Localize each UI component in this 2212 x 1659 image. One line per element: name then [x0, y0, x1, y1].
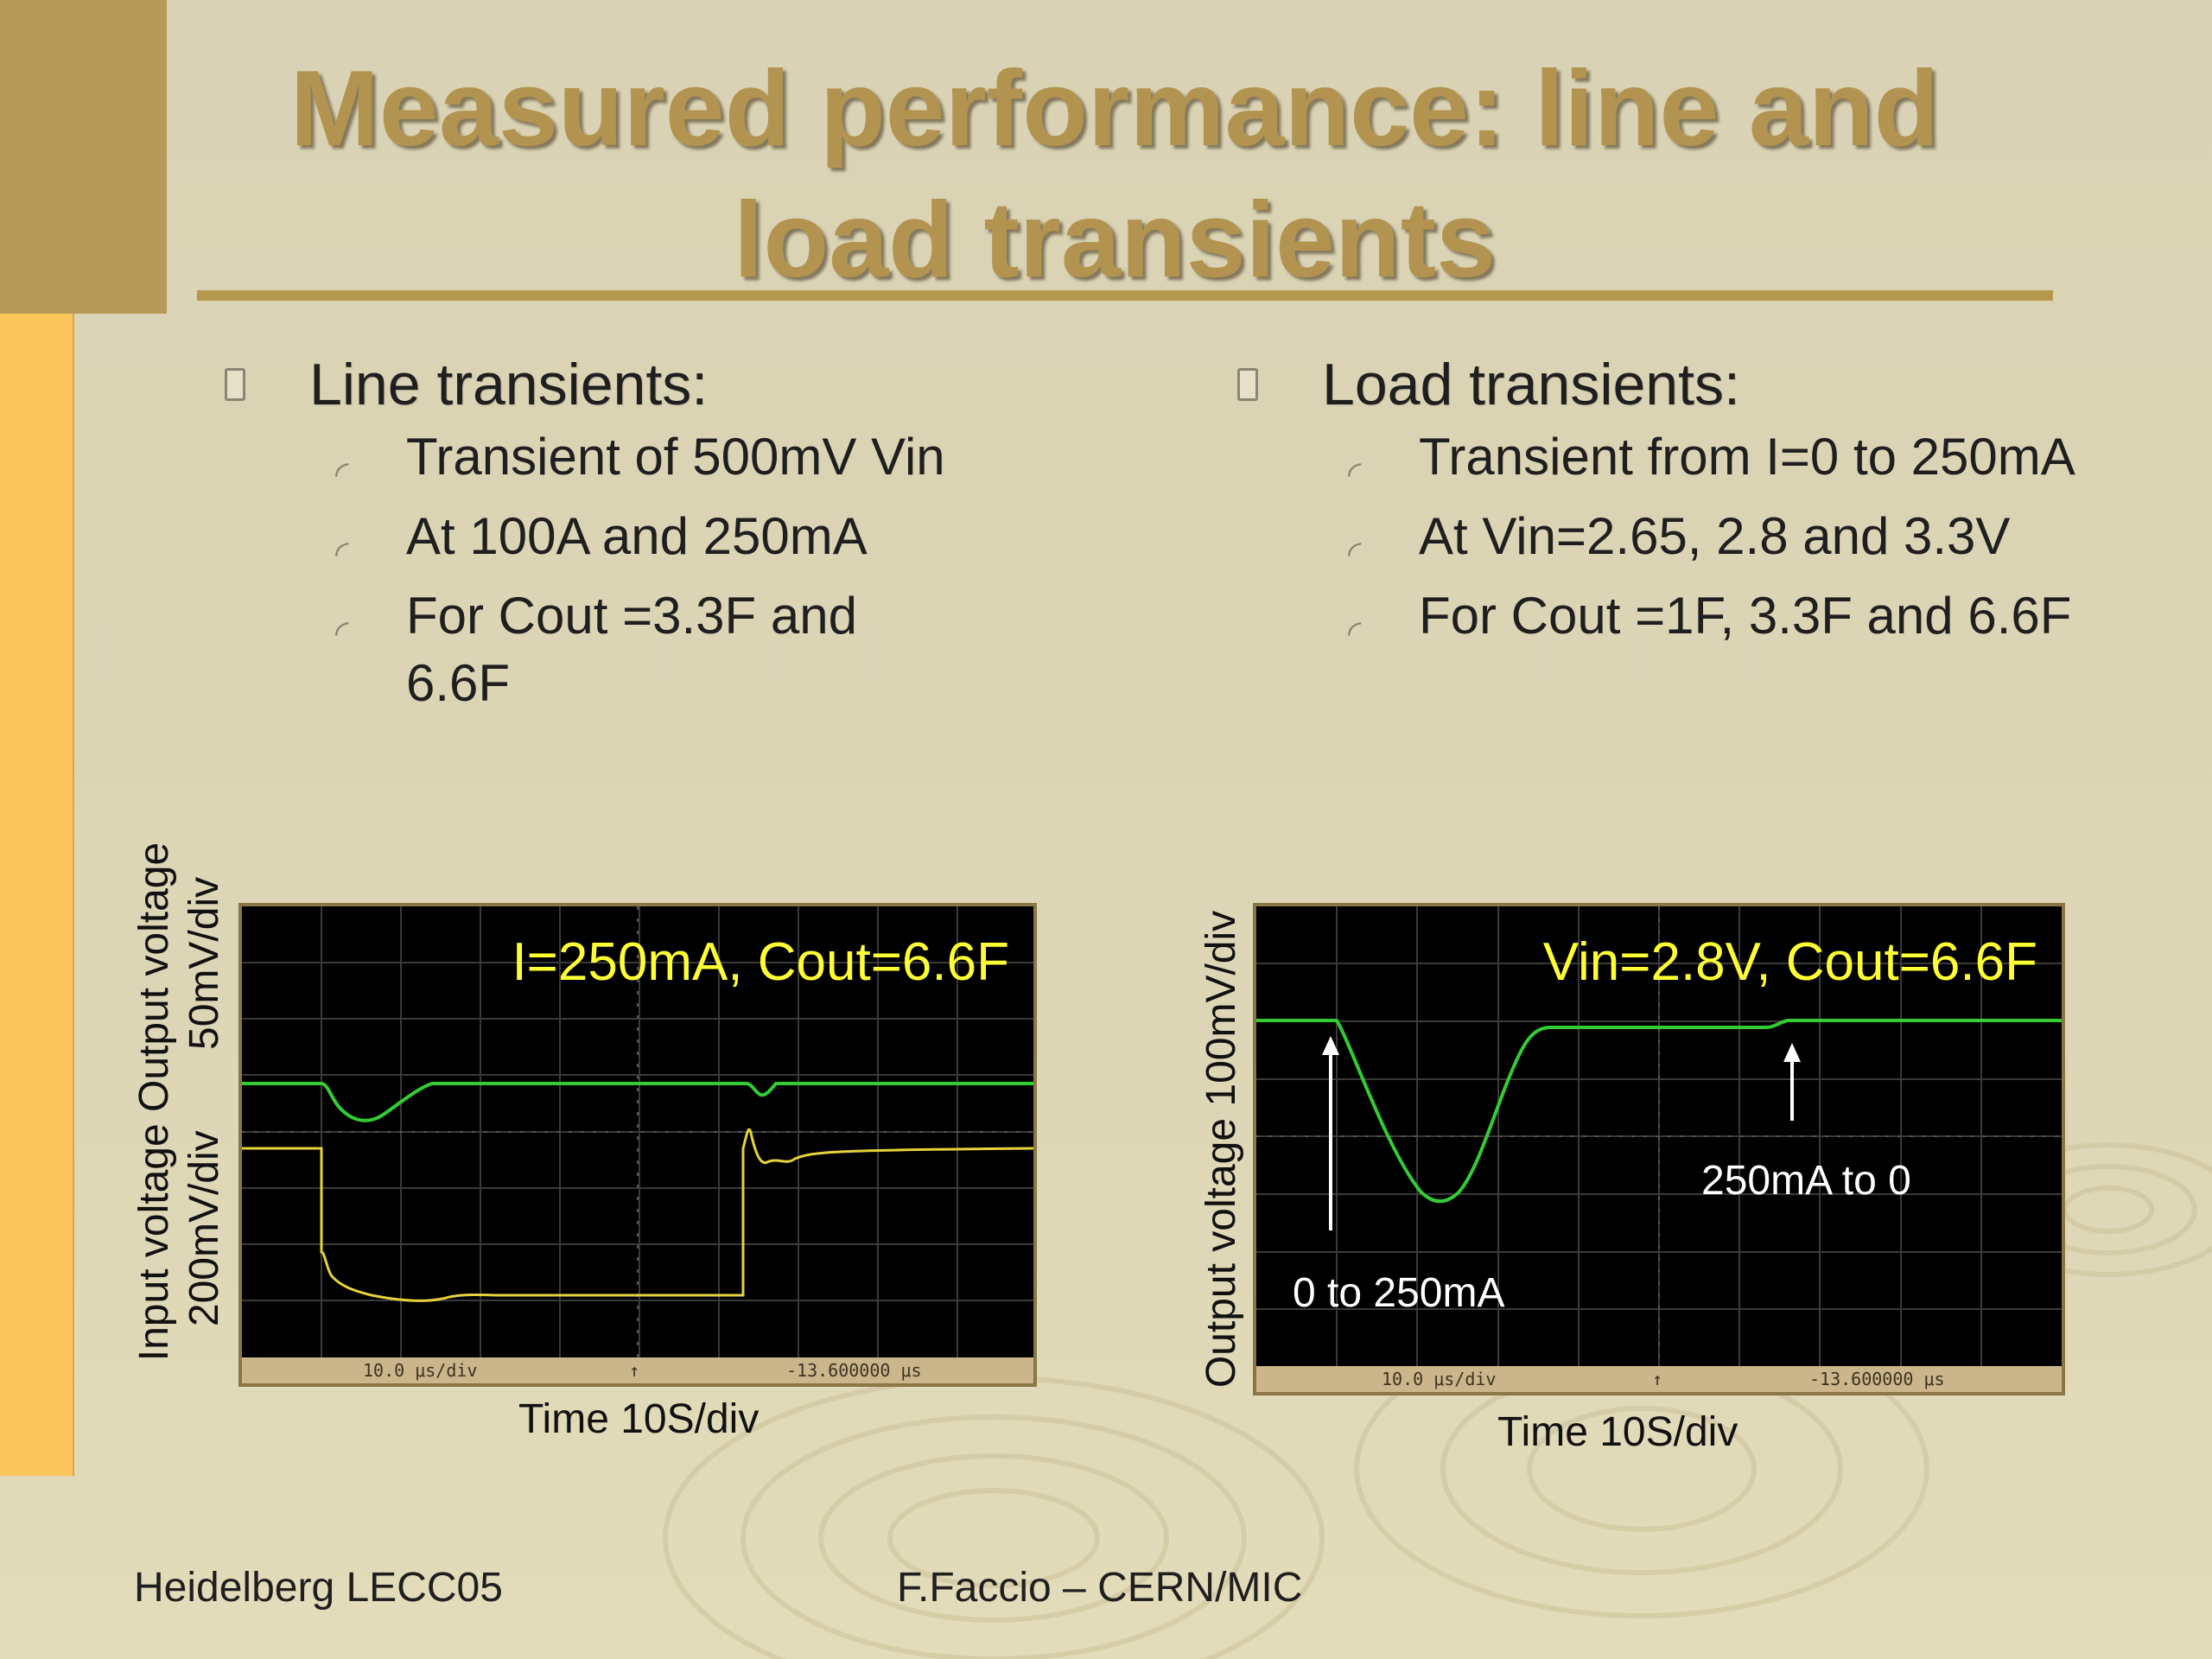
load-step-down-annotation: 250mA to 0 [1701, 1158, 1911, 1204]
slide-title: Measured performance: line and load tran… [190, 43, 2039, 306]
left-oscilloscope-capture: I=250mA, Cout=6.6⁢F 10.0 μs/div ↑ -13.60… [238, 903, 1037, 1387]
bullet-heading: Load transients: [1322, 352, 1740, 417]
bullet-load-transients: Load transients: [1236, 346, 2186, 423]
sub-bullet-item: ◜ At Vin=2.65, 2.8 and 3.3V [1236, 503, 2186, 573]
sub-bullet-list: ◜ Transient from I=0 to 250mA ◜ At Vin=2.6… [1236, 423, 2186, 652]
left-scope-y-label: Input voltage Output voltage 200mV/div 5… [131, 842, 227, 1362]
curl-bullet-icon: ◜ [1348, 455, 1362, 493]
sub-bullet-item: ◜ At 100⁢A and 250mA [223, 503, 1173, 573]
load-step-up-annotation: 0 to 250mA [1293, 1270, 1505, 1316]
left-scope-status-bar: 10.0 μs/div ↑ -13.600000 μs [242, 1357, 1033, 1383]
curl-bullet-icon: ◜ [335, 535, 349, 573]
right-oscilloscope-capture: Vin=2.8V, Cout=6.6⁢F 0 to 250mA 250mA to… [1253, 903, 2065, 1395]
bullet-line-transients: Line transients: [223, 346, 1173, 423]
left-scope-condition-label: I=250mA, Cout=6.6⁢F [512, 932, 1009, 992]
sub-bullet-item: ◜ Transient from I=0 to 250mA [1236, 423, 2186, 493]
right-scope-x-label: Time 10⁢S/div [1497, 1409, 1738, 1455]
square-bullet-icon [225, 368, 245, 401]
side-accent-bar [0, 314, 74, 1476]
square-bullet-icon [1237, 368, 1258, 401]
sub-bullet-list: ◜ Transient of 500mV Vin ◜ At 100⁢A and 25… [223, 423, 1173, 717]
load-transients-column: Load transients: ◜ Transient from I=0 to … [1236, 346, 2186, 662]
bullet-heading: Line transients: [309, 352, 709, 417]
title-line-1: Measured performance: line and [289, 49, 1940, 168]
right-scope-output-trace [1256, 1019, 2062, 1204]
right-scope-status-bar: 10.0 μs/div ↑ -13.600000 μs [1256, 1366, 2062, 1392]
left-scope-output-trace [242, 1082, 1033, 1122]
curl-bullet-icon: ◜ [335, 614, 349, 652]
sub-bullet-item: ◜ For Cout =1⁢F, 3.3⁢F and 6.6⁢F [1236, 582, 2186, 652]
left-scope-traces [242, 906, 1033, 1357]
left-scope-input-trace [242, 1128, 1033, 1302]
curl-bullet-icon: ◜ [1348, 614, 1362, 652]
sub-bullet-item: ◜ Transient of 500mV Vin [223, 423, 1173, 493]
curl-bullet-icon: ◜ [1348, 535, 1362, 573]
title-underline [197, 290, 2053, 301]
right-scope-traces [1256, 906, 2062, 1366]
footer-left: Heidelberg LECC05 [134, 1565, 503, 1611]
line-transients-column: Line transients: ◜ Transient of 500mV Vin… [223, 346, 1173, 729]
sub-bullet-item: ◜ For Cout =3.3⁢F and 6.6⁢F [335, 587, 857, 712]
load-step-up-arrowhead [1322, 1036, 1339, 1055]
left-scope-x-label: Time 10⁢S/div [518, 1396, 760, 1442]
title-line-2: load transients [734, 181, 1496, 300]
load-step-down-arrowhead [1783, 1043, 1801, 1062]
corner-accent-block [0, 0, 167, 314]
right-scope-condition-label: Vin=2.8V, Cout=6.6⁢F [1542, 932, 2037, 992]
right-scope-y-label: Output voltage 100mV/div [1198, 910, 1244, 1389]
curl-bullet-icon: ◜ [335, 455, 349, 493]
footer-center: F.Faccio – CERN/MIC [897, 1565, 1303, 1611]
